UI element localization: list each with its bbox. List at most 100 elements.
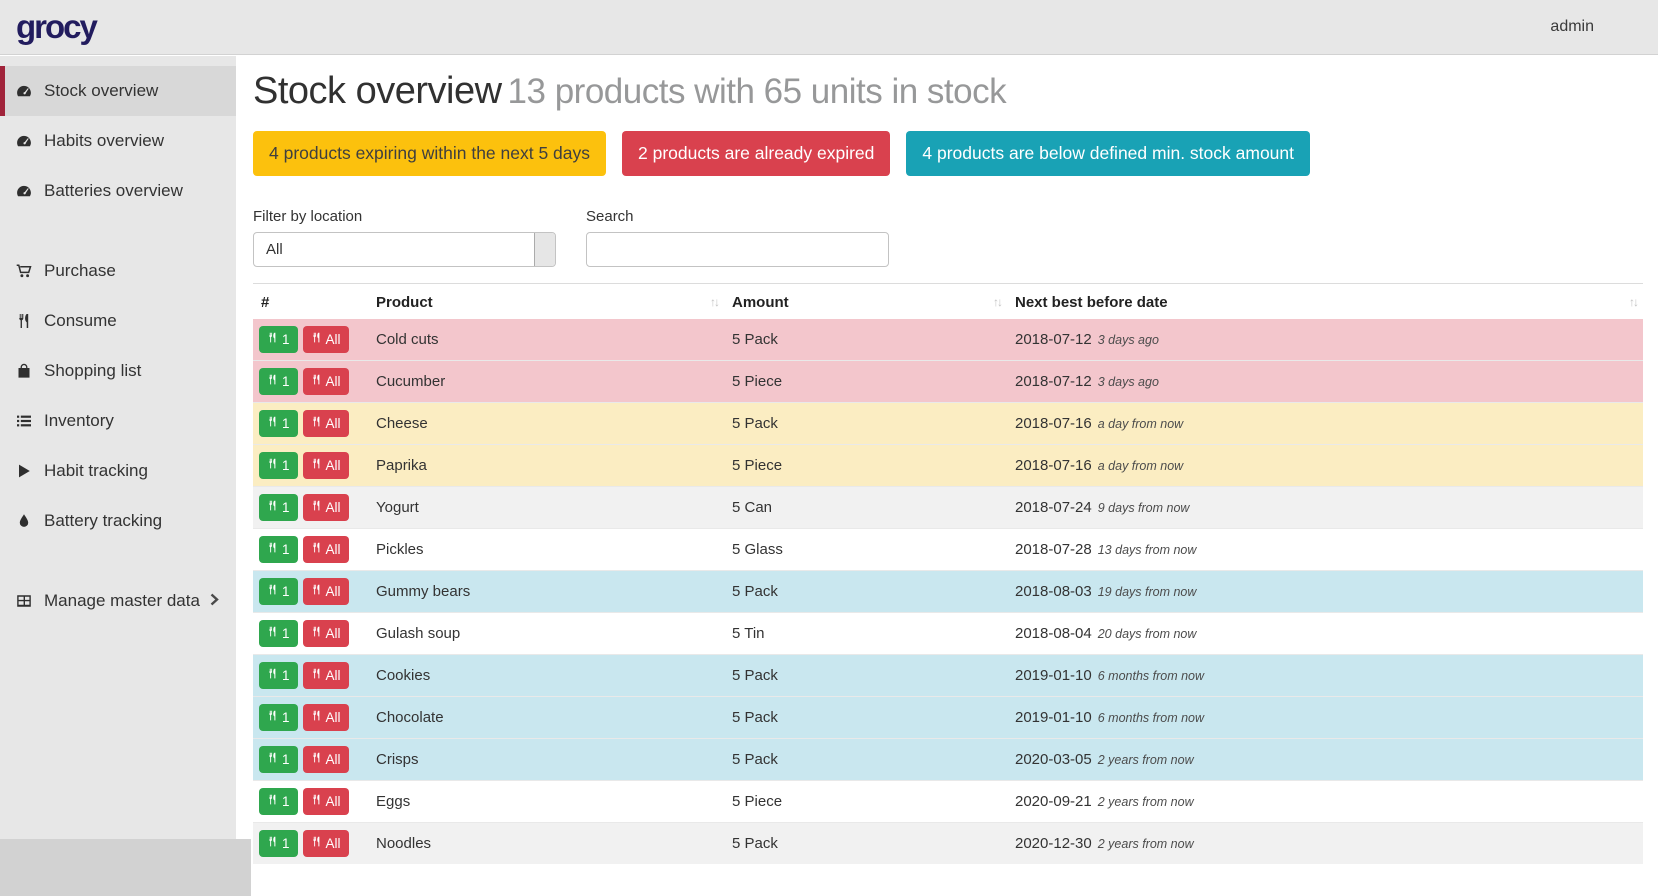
sidebar-collapse-button[interactable] — [0, 839, 251, 896]
best-before-relative: 9 days from now — [1097, 500, 1190, 515]
consume-one-button[interactable]: 1 — [259, 535, 298, 563]
gauge-icon — [16, 83, 35, 99]
best-before-date: 2018-07-12 — [1015, 372, 1092, 390]
utensils-icon — [311, 583, 322, 599]
table-row: 1 All Cold cuts 5 Pack 2018-07-12 3 days … — [253, 318, 1643, 361]
user-menu[interactable]: admin — [1542, 18, 1602, 36]
utensils-icon — [267, 625, 278, 641]
consume-all-button[interactable]: All — [302, 787, 349, 815]
column-header--: # — [253, 282, 368, 319]
utensils-icon — [267, 793, 278, 809]
list-icon — [16, 413, 35, 429]
consume-one-button[interactable]: 1 — [259, 619, 298, 647]
table-row: 1 All Yogurt 5 Can 2018-07-24 9 days from… — [253, 485, 1643, 529]
utensils-icon — [311, 541, 322, 557]
table-row: 1 All Cookies 5 Pack 2019-01-10 6 months … — [253, 653, 1643, 697]
sidebar-item-batteries-overview[interactable]: Batteries overview — [0, 166, 236, 216]
utensils-icon — [267, 709, 278, 725]
product-amount: 5 Pack — [724, 737, 1007, 781]
column-header-product[interactable]: Product ↑↓ — [368, 282, 724, 319]
status-alert[interactable]: 4 products are below defined min. stock … — [906, 130, 1310, 176]
column-header-next-best-before-date[interactable]: Next best before date ↑↓ — [1007, 282, 1643, 319]
table-row: 1 All Noodles 5 Pack 2020-12-30 2 years f… — [253, 821, 1643, 864]
sidebar-item-label: Stock overview — [44, 81, 159, 100]
consume-one-button[interactable]: 1 — [259, 745, 298, 773]
status-alert[interactable]: 4 products expiring within the next 5 da… — [253, 130, 607, 176]
consume-one-button[interactable]: 1 — [259, 367, 298, 395]
product-name: Gulash soup — [368, 611, 724, 655]
utensils-icon — [311, 331, 322, 347]
sidebar-item-battery-tracking[interactable]: Battery tracking — [0, 496, 236, 546]
consume-all-button[interactable]: All — [302, 577, 349, 605]
best-before-date: 2019-01-10 — [1015, 666, 1092, 684]
best-before-relative: 3 days ago — [1097, 374, 1159, 389]
consume-all-button[interactable]: All — [302, 409, 349, 437]
consume-one-button[interactable]: 1 — [259, 577, 298, 605]
consume-all-button[interactable]: All — [302, 661, 349, 689]
sidebar-item-shopping-list[interactable]: Shopping list — [0, 346, 236, 396]
app-logo[interactable]: grocy — [16, 8, 98, 45]
sidebar-item-label: Habits overview — [44, 131, 164, 150]
sort-icon: ↑↓ — [710, 294, 720, 309]
consume-all-button[interactable]: All — [302, 451, 349, 479]
utensils-icon — [311, 751, 322, 767]
product-amount: 5 Piece — [724, 443, 1007, 487]
sidebar-item-stock-overview[interactable]: Stock overview — [0, 66, 236, 116]
sidebar-item-manage-master-data[interactable]: Manage master data — [0, 576, 236, 626]
consume-all-button[interactable]: All — [302, 493, 349, 521]
sidebar-item-habits-overview[interactable]: Habits overview — [0, 116, 236, 166]
sidebar-item-label: Habit tracking — [44, 461, 148, 480]
utensils-icon — [311, 457, 322, 473]
column-header-amount[interactable]: Amount ↑↓ — [724, 282, 1007, 319]
best-before-date: 2020-09-21 — [1015, 792, 1092, 810]
product-name: Pickles — [368, 527, 724, 571]
best-before-relative: 6 months from now — [1097, 710, 1205, 725]
consume-all-button[interactable]: All — [302, 535, 349, 563]
consume-all-button[interactable]: All — [302, 619, 349, 647]
utensils-icon — [267, 499, 278, 515]
sidebar-item-label: Manage master data — [44, 591, 200, 610]
status-alert[interactable]: 2 products are already expired — [622, 130, 891, 176]
best-before-date: 2018-07-16 — [1015, 414, 1092, 432]
sidebar-item-habit-tracking[interactable]: Habit tracking — [0, 446, 236, 496]
product-amount: 5 Pack — [724, 653, 1007, 697]
sidebar-item-purchase[interactable]: Purchase — [0, 246, 236, 296]
search-input[interactable] — [587, 232, 888, 266]
best-before-relative: 2 years from now — [1097, 794, 1194, 809]
consume-all-button[interactable]: All — [302, 325, 349, 353]
best-before-relative: 2 years from now — [1097, 836, 1194, 851]
consume-all-button[interactable]: All — [302, 829, 349, 857]
best-before-date: 2020-03-05 — [1015, 750, 1092, 768]
consume-all-button[interactable]: All — [302, 367, 349, 395]
table-row: 1 All Cheese 5 Pack 2018-07-16 a day from… — [253, 401, 1643, 445]
consume-one-button[interactable]: 1 — [259, 325, 298, 353]
sidebar-item-inventory[interactable]: Inventory — [0, 396, 236, 446]
top-bar: grocy admin — [0, 0, 1658, 55]
sidebar-item-label: Batteries overview — [44, 181, 183, 200]
consume-one-button[interactable]: 1 — [259, 829, 298, 857]
filter-bar: Filter by location All Search — [253, 208, 1643, 267]
location-select[interactable]: All — [253, 231, 556, 267]
best-before-relative: 6 months from now — [1097, 668, 1205, 683]
search-label: Search — [586, 207, 634, 225]
utensils-icon — [267, 415, 278, 431]
consume-one-button[interactable]: 1 — [259, 493, 298, 521]
consume-all-button[interactable]: All — [302, 703, 349, 731]
consume-one-button[interactable]: 1 — [259, 451, 298, 479]
best-before-date: 2018-07-12 — [1015, 330, 1092, 348]
main-content: Stock overview 13 products with 65 units … — [251, 56, 1658, 896]
gauge-icon — [16, 183, 35, 199]
sidebar-item-consume[interactable]: Consume — [0, 296, 236, 346]
table-icon — [16, 593, 35, 609]
utensils-icon — [311, 709, 322, 725]
consume-one-button[interactable]: 1 — [259, 703, 298, 731]
drop-icon — [16, 513, 35, 529]
best-before-relative: a day from now — [1097, 458, 1184, 473]
best-before-relative: a day from now — [1097, 416, 1184, 431]
table-row: 1 All Eggs 5 Piece 2020-09-21 2 years fro… — [253, 779, 1643, 823]
consume-one-button[interactable]: 1 — [259, 787, 298, 815]
consume-all-button[interactable]: All — [302, 745, 349, 773]
product-amount: 5 Glass — [724, 527, 1007, 571]
consume-one-button[interactable]: 1 — [259, 409, 298, 437]
consume-one-button[interactable]: 1 — [259, 661, 298, 689]
